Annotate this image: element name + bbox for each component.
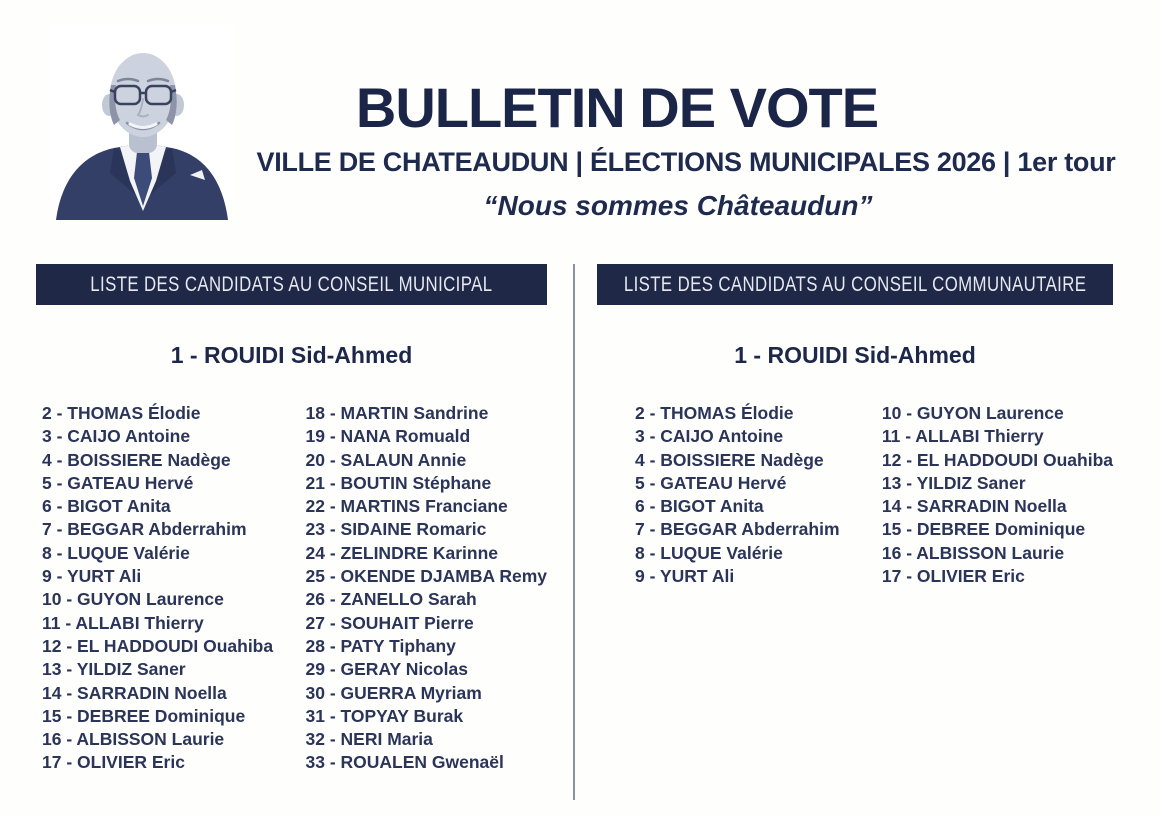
candidate-entry: 13 - YILDIZ Saner [42,659,186,680]
candidate-column: 10 - GUYON Laurence 11 - ALLABI Thierry 12… [882,402,1113,588]
candidate-entry: 9 - YURT Ali [42,566,142,587]
candidate-entry: 30 - GUERRA Myriam [305,682,482,703]
candidate-entry: 10 - GUYON Laurence [881,403,1064,423]
ballot-header: BULLETIN DE VOTE VILLE DE CHATEAUDUN | É… [233,78,1159,224]
candidate-entry: 15 - DEBREE Dominique [881,519,1086,540]
candidate-entry: 6 - BIGOT Anita [635,496,764,517]
community-candidate-columns: 2 - THOMAS Élodie 3 - CAIJO Antoine 4 - BO… [597,402,1113,588]
community-list-header-label: LISTE DES CANDIDATS AU CONSEIL COMMUNAUT… [623,272,1087,296]
municipal-candidate-columns: 2 - THOMAS Élodie 3 - CAIJO Antoine 4 - BO… [36,402,547,775]
column-divider [573,264,575,800]
candidate-entry: 10 - GUYON Laurence [42,589,224,610]
candidate-entry: 6 - BIGOT Anita [42,496,171,517]
page-subtitle: VILLE DE CHATEAUDUN | ÉLECTIONS MUNICIPA… [256,147,1116,177]
candidate-entry: 19 - NANA Romuald [305,426,471,447]
candidate-entry: 13 - YILDIZ Saner [881,472,1026,493]
candidate-entry: 31 - TOPYAY Burak [305,705,464,726]
candidate-entry: 17 - OLIVIER Eric [881,566,1025,587]
candidate-entry: 14 - SARRADIN Noella [42,682,227,703]
municipal-list-section: LISTE DES CANDIDATS AU CONSEIL MUNICIPAL… [36,264,547,775]
candidate-entry: 29 - GERAY Nicolas [305,659,468,680]
candidate-entry: 14 - SARRADIN Noella [881,496,1067,517]
candidate-entry: 7 - BEGGAR Abderrahim [42,519,247,540]
portrait-illustration [50,23,233,220]
candidate-entry: 16 - ALBISSON Laurie [881,542,1065,563]
candidate-entry: 2 - THOMAS Élodie [42,403,201,423]
candidate-entry: 5 - GATEAU Hervé [635,472,787,493]
candidate-column: 18 - MARTIN Sandrine 19 - NANA Romuald 20 … [306,402,548,775]
candidate-entry: 26 - ZANELLO Sarah [305,589,477,610]
candidate-entry: 2 - THOMAS Élodie [635,403,794,423]
candidate-entry: 21 - BOUTIN Stéphane [305,472,492,493]
candidate-entry: 24 - ZELINDRE Karinne [305,542,499,563]
municipal-list-header-label: LISTE DES CANDIDATS AU CONSEIL MUNICIPAL [90,272,493,296]
candidate-entry: 15 - DEBREE Dominique [42,705,246,726]
community-list-header-bar: LISTE DES CANDIDATS AU CONSEIL COMMUNAUT… [597,264,1113,305]
candidate-entry: 12 - EL HADDOUDI Ouahiba [42,635,274,656]
candidate-entry: 3 - CAIJO Antoine [42,426,191,447]
candidate-photo [50,23,233,220]
candidate-entry: 32 - NERI Maria [305,729,433,750]
candidate-column: 2 - THOMAS Élodie 3 - CAIJO Antoine 4 - BO… [42,402,306,775]
municipal-list-header-bar: LISTE DES CANDIDATS AU CONSEIL MUNICIPAL [36,264,547,305]
candidate-column: 2 - THOMAS Élodie 3 - CAIJO Antoine 4 - BO… [635,402,882,588]
candidate-entry: 11 - ALLABI Thierry [881,426,1044,447]
candidate-entry: 4 - BOISSIERE Nadège [42,449,231,470]
candidate-entry: 7 - BEGGAR Abderrahim [635,519,840,540]
community-head-candidate: 1 - ROUIDI Sid-Ahmed [734,342,976,368]
candidate-entry: 28 - PATY Tiphany [305,635,456,656]
candidate-entry: 20 - SALAUN Annie [305,449,467,470]
candidate-entry: 17 - OLIVIER Eric [42,752,185,773]
candidate-entry: 4 - BOISSIERE Nadège [635,449,824,470]
candidate-entry: 3 - CAIJO Antoine [635,426,784,447]
page-title: BULLETIN DE VOTE [355,76,879,139]
candidate-entry: 8 - LUQUE Valérie [635,542,783,563]
candidate-entry: 25 - OKENDE DJAMBA Remy [305,566,548,587]
community-list-section: LISTE DES CANDIDATS AU CONSEIL COMMUNAUT… [597,264,1113,588]
candidate-entry: 8 - LUQUE Valérie [42,542,190,563]
candidate-entry: 11 - ALLABI Thierry [42,612,204,633]
candidate-entry: 18 - MARTIN Sandrine [305,403,489,423]
municipal-head-candidate: 1 - ROUIDI Sid-Ahmed [170,342,413,368]
candidate-entry: 5 - GATEAU Hervé [42,472,194,493]
candidate-entry: 27 - SOUHAIT Pierre [305,612,474,633]
candidate-entry: 33 - ROUALEN Gwenaël [305,752,504,773]
candidate-entry: 9 - YURT Ali [635,566,735,587]
candidate-entry: 16 - ALBISSON Laurie [42,729,225,750]
campaign-slogan: “Nous sommes Châteaudun” [483,190,873,221]
candidate-entry: 12 - EL HADDOUDI Ouahiba [881,449,1113,470]
candidate-entry: 22 - MARTINS Franciane [305,496,508,517]
candidate-entry: 23 - SIDAINE Romaric [305,519,487,540]
